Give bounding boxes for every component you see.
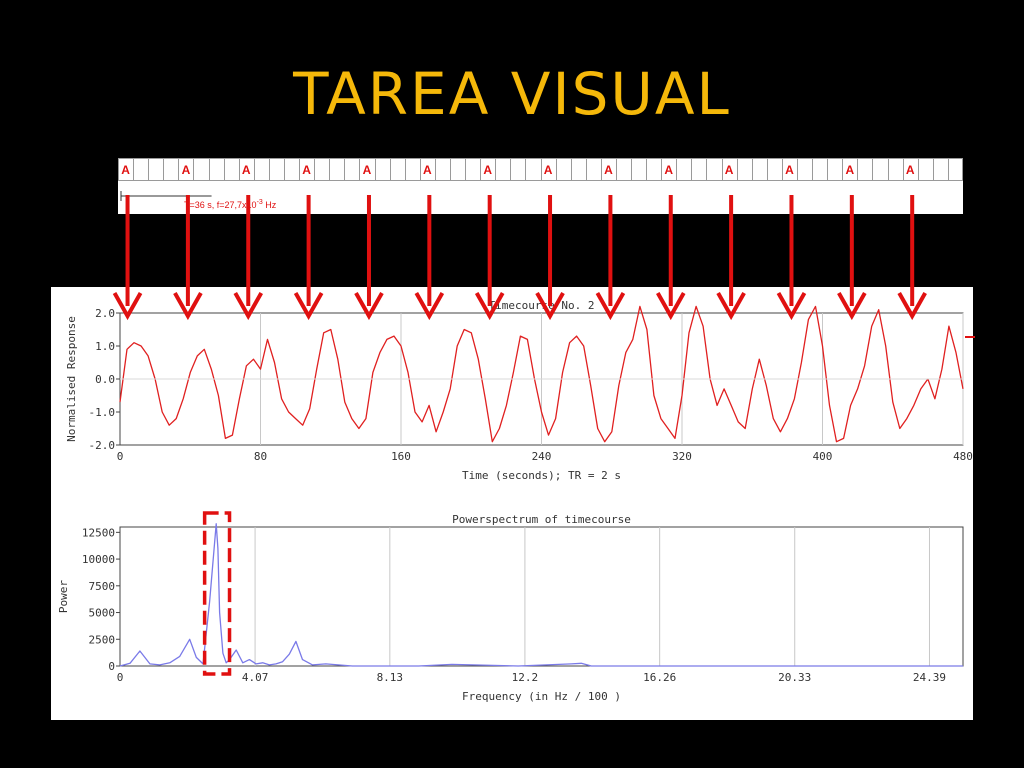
block-label-a: A <box>363 163 372 177</box>
block-label-a: A <box>483 163 492 177</box>
plot-title: Powerspectrum of timecourse <box>452 513 631 526</box>
x-tick-label: 320 <box>672 450 692 463</box>
block-label-a: A <box>121 163 130 177</box>
x-axis-label: Frequency (in Hz / 100 ) <box>462 690 621 703</box>
block-design-svg: A A A A A A A A A A A A A A T=36 s, f=27,7x10-3 Hz <box>118 158 963 210</box>
series-line <box>119 305 964 443</box>
y-tick-label: 0.0 <box>95 373 115 386</box>
block-label-a: A <box>664 163 673 177</box>
y-tick-label: 2500 <box>89 633 116 646</box>
y-tick-label: -2.0 <box>89 439 116 452</box>
y-tick-label: 5000 <box>89 607 116 620</box>
plot-frame <box>119 526 964 667</box>
x-tick-label: 400 <box>813 450 833 463</box>
block-label-a: A <box>845 163 854 177</box>
period-annotation: T=36 s, f=27,7x10-3 Hz <box>184 199 277 210</box>
series-line <box>119 523 963 667</box>
y-axis-label: Normalised Response <box>65 316 78 442</box>
block-label-a: A <box>242 163 251 177</box>
x-tick-label: 20.33 <box>778 671 811 684</box>
plot-title: Timecourse No. 2 <box>489 299 595 312</box>
x-tick-label: 8.13 <box>377 671 404 684</box>
peak-highlight-box <box>202 511 232 676</box>
block-label-a: A <box>423 163 432 177</box>
x-tick-label: 160 <box>391 450 411 463</box>
block-label-a: A <box>906 163 915 177</box>
x-tick-label: 12.2 <box>512 671 539 684</box>
plot-panel: Timecourse No. 2 Time (seconds); TR = 2 s… <box>51 287 973 720</box>
block-label-a: A <box>725 163 734 177</box>
block-label-a: A <box>544 163 553 177</box>
y-tick-label: 7500 <box>89 580 116 593</box>
x-tick-label: 24.39 <box>913 671 946 684</box>
y-tick-label: 2.0 <box>95 307 115 320</box>
y-tick-label: -1.0 <box>89 406 116 419</box>
y-tick-label: 0 <box>108 660 115 673</box>
block-label-a: A <box>604 163 613 177</box>
y-tick-label: 12500 <box>82 526 115 539</box>
x-tick-label: 80 <box>254 450 267 463</box>
plot-svg: Timecourse No. 2 Time (seconds); TR = 2 s… <box>57 299 973 703</box>
block-label-a: A <box>302 163 311 177</box>
x-tick-label: 480 <box>953 450 973 463</box>
x-tick-label: 4.07 <box>242 671 269 684</box>
block-label-a: A <box>182 163 191 177</box>
y-axis-label: Power <box>57 580 70 613</box>
x-axis-label: Time (seconds); TR = 2 s <box>462 469 621 482</box>
x-tick-label: 16.26 <box>643 671 676 684</box>
x-tick-label: 0 <box>117 450 124 463</box>
block-label-a: A <box>785 163 794 177</box>
slide-title: TAREA VISUAL <box>293 60 731 128</box>
x-tick-label: 240 <box>532 450 552 463</box>
y-tick-label: 1.0 <box>95 340 115 353</box>
x-tick-label: 0 <box>117 671 124 684</box>
block-design-strip: A A A A A A A A A A A A A A T=36 s, f=27,7x10-3 Hz <box>118 158 963 214</box>
y-tick-label: 10000 <box>82 553 115 566</box>
